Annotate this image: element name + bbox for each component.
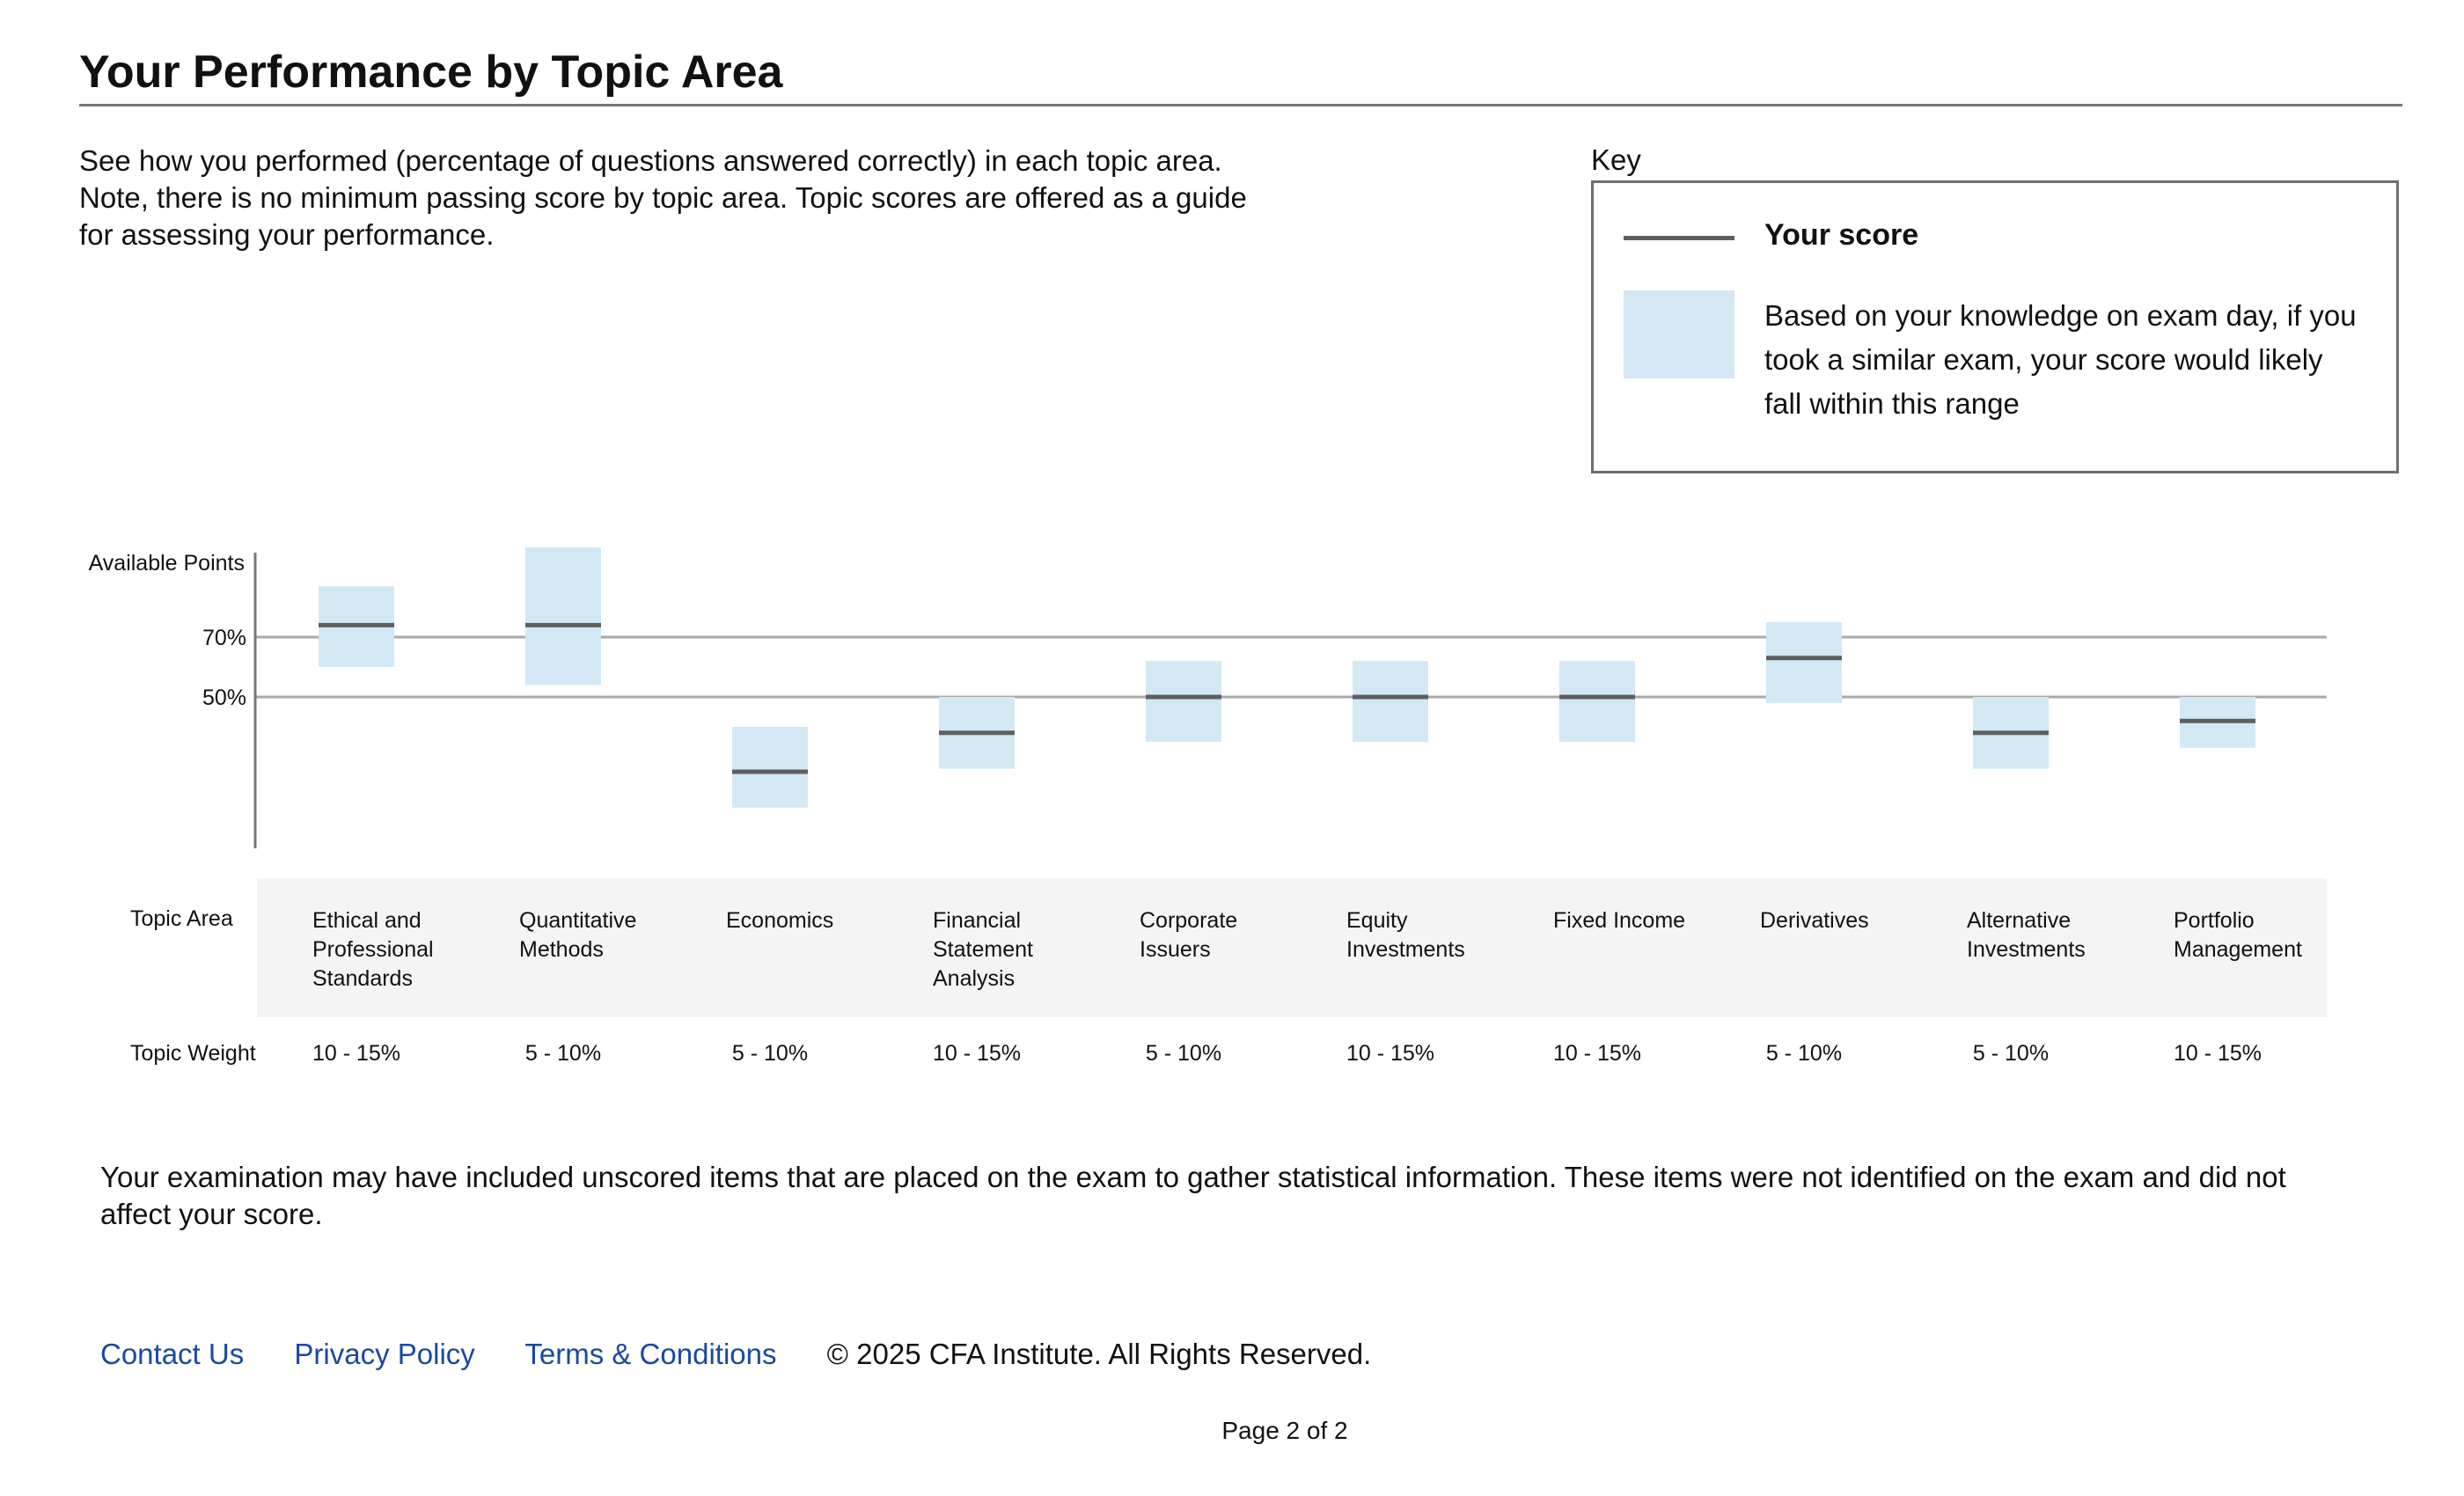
range-band-swatch bbox=[1624, 290, 1734, 378]
topic-area-row bbox=[257, 878, 2327, 1017]
privacy-policy-link[interactable]: Privacy Policy bbox=[294, 1338, 475, 1370]
topic-area-cell: Equity Investments bbox=[1346, 906, 1522, 964]
reference-line-label-70: 70% bbox=[202, 626, 246, 650]
topic-area-cell: Alternative Investments bbox=[1967, 906, 2143, 964]
topic-area-cell-line: Equity bbox=[1346, 908, 1408, 933]
topic-area-cell-line: Ethical and bbox=[312, 908, 422, 933]
topic-weight-cell: 5 - 10% bbox=[1972, 1041, 2050, 1066]
topic-area-cell-line: Quantitative bbox=[519, 908, 637, 933]
score-range-band bbox=[732, 727, 808, 808]
topic-area-cell: Ethical and Professional Standards bbox=[312, 906, 488, 994]
key-score-label: Your score bbox=[1764, 218, 1919, 252]
topic-area-cell-line: Derivatives bbox=[1760, 908, 1869, 933]
topic-area-cell-line: Economics bbox=[726, 908, 834, 933]
page-number: Page 2 of 2 bbox=[1221, 1417, 1348, 1444]
topic-area-cell-line: Professional bbox=[312, 937, 434, 962]
topic-weight-cell: 5 - 10% bbox=[1765, 1041, 1843, 1066]
topic-area-cell-line: Standards bbox=[312, 966, 413, 991]
intro-text: See how you performed (percentage of que… bbox=[79, 144, 1247, 251]
topic-weight-cell: 5 - 10% bbox=[1145, 1041, 1222, 1066]
topic-performance-chart: Available Points 70% 50% bbox=[89, 547, 2327, 848]
score-range-band bbox=[1766, 622, 1842, 703]
topic-area-cell-line: Fixed Income bbox=[1553, 908, 1686, 933]
topic-weight-cell: 5 - 10% bbox=[524, 1041, 602, 1066]
topic-area-cell-line: Methods bbox=[519, 937, 604, 962]
topic-area-cell: Portfolio Management bbox=[2174, 906, 2350, 964]
title-divider bbox=[79, 104, 2402, 106]
topic-area-cell-line: Portfolio bbox=[2174, 908, 2255, 933]
key-legend: Your score Based on your knowledge on ex… bbox=[1591, 180, 2399, 473]
topic-area-cell-line: Investments bbox=[1967, 937, 2086, 962]
topic-area-cell: Derivatives bbox=[1760, 906, 1936, 935]
reference-line-label-50: 50% bbox=[202, 686, 246, 710]
topic-area-cell-line: Corporate bbox=[1140, 908, 1238, 933]
topic-area-cell: Quantitative Methods bbox=[519, 906, 695, 964]
terms-conditions-link[interactable]: Terms & Conditions bbox=[524, 1338, 777, 1370]
contact-us-link[interactable]: Contact Us bbox=[100, 1338, 245, 1370]
topic-area-cell: Corporate Issuers bbox=[1140, 906, 1316, 964]
topic-area-cell-line: Management bbox=[2174, 937, 2302, 962]
topic-area-cell: Financial Statement Analysis bbox=[933, 906, 1109, 994]
footer: Contact Us Privacy Policy Terms & Condit… bbox=[100, 1338, 1371, 1371]
topic-area-cell: Fixed Income bbox=[1553, 906, 1729, 935]
score-range-band bbox=[1559, 661, 1635, 742]
key-range-label: Based on your knowledge on exam day, if … bbox=[1764, 299, 2357, 420]
disclaimer-text: Your examination may have included unsco… bbox=[100, 1161, 2286, 1230]
y-axis-label: Available Points bbox=[89, 551, 245, 576]
topic-area-cell-line: Investments bbox=[1346, 937, 1465, 962]
topic-area-cell: Economics bbox=[726, 906, 902, 935]
topic-weight-cell: 10 - 15% bbox=[932, 1041, 1022, 1066]
page-title: Your Performance by Topic Area bbox=[79, 47, 783, 98]
topic-weight-cell: 10 - 15% bbox=[1552, 1041, 1642, 1066]
topic-area-cell-line: Issuers bbox=[1140, 937, 1211, 962]
score-range-band bbox=[1353, 661, 1428, 742]
topic-weight-cell: 10 - 15% bbox=[1346, 1041, 1435, 1066]
topic-weight-label: Topic Weight bbox=[130, 1041, 256, 1066]
score-line-swatch bbox=[1624, 236, 1734, 240]
topic-weight-cell: 5 - 10% bbox=[731, 1041, 809, 1066]
score-range-band bbox=[525, 547, 601, 686]
topic-area-cell-line: Statement bbox=[933, 937, 1033, 962]
topic-area-cell-line: Analysis bbox=[933, 966, 1016, 991]
copyright-text: © 2025 CFA Institute. All Rights Reserve… bbox=[826, 1338, 1372, 1370]
key-heading: Key bbox=[1591, 143, 1641, 176]
topic-weight-cell: 10 - 15% bbox=[312, 1041, 401, 1066]
topic-area-cell-line: Financial bbox=[933, 908, 1022, 933]
topic-weight-cell: 10 - 15% bbox=[2173, 1041, 2262, 1066]
score-range-band bbox=[1146, 661, 1221, 742]
topic-area-label: Topic Area bbox=[130, 906, 233, 931]
topic-area-cell-line: Alternative bbox=[1967, 908, 2072, 933]
